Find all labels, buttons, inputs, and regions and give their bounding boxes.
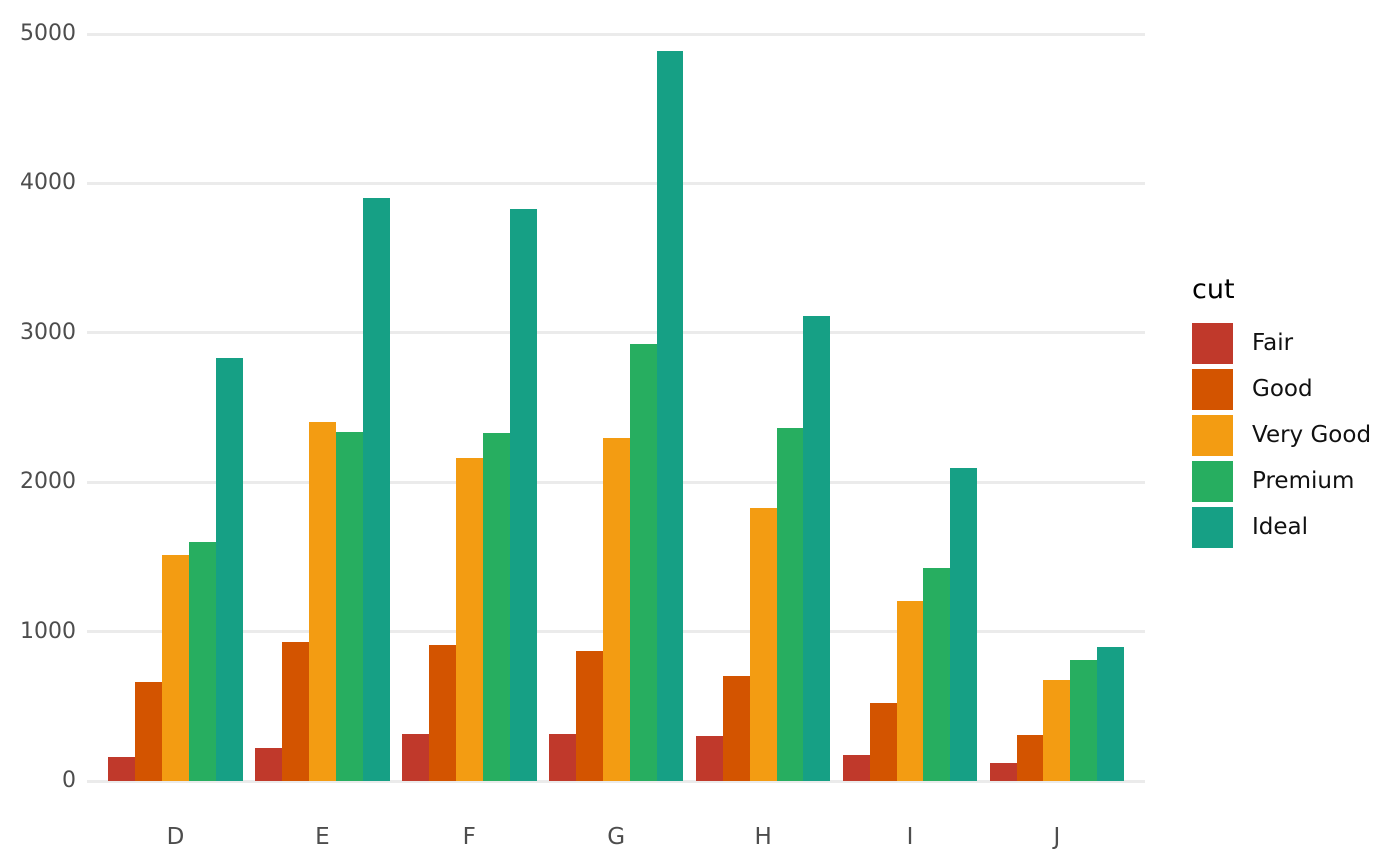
bar-I-premium	[923, 567, 951, 781]
y-tick-label-1000: 1000	[20, 618, 76, 644]
x-tick-label-I: I	[906, 824, 914, 850]
bar-H-ideal	[803, 315, 831, 781]
x-tick-label-J: J	[1053, 824, 1061, 850]
bar-D-fair	[108, 756, 136, 781]
y-tick-label-4000: 4000	[20, 170, 76, 196]
gridline-y-4000	[87, 181, 1145, 185]
legend-key-fair	[1192, 323, 1233, 364]
gridline-y-0	[87, 779, 1145, 783]
bar-G-very-good	[602, 437, 630, 781]
bar-G-ideal	[656, 51, 684, 781]
bar-G-premium	[629, 344, 657, 781]
y-tick-label-3000: 3000	[20, 319, 76, 345]
bar-F-good	[428, 645, 456, 781]
bar-J-very-good	[1043, 679, 1071, 781]
x-tick-label-F: F	[462, 824, 476, 850]
gridline-y-5000	[87, 32, 1145, 36]
bar-I-good	[869, 703, 897, 781]
bar-E-very-good	[308, 422, 336, 781]
bar-E-fair	[255, 747, 283, 781]
legend-key-very-good	[1192, 415, 1233, 456]
plot-panel	[87, 0, 1145, 866]
bar-I-very-good	[896, 601, 924, 781]
bar-D-ideal	[215, 357, 243, 781]
legend-label-ideal: Ideal	[1252, 514, 1309, 540]
bar-J-fair	[989, 763, 1017, 781]
y-tick-label-5000: 5000	[20, 21, 76, 46]
bar-D-premium	[188, 541, 216, 781]
bar-F-ideal	[509, 209, 537, 781]
legend-label-good: Good	[1252, 376, 1313, 402]
y-tick-label-0: 0	[62, 768, 76, 793]
bar-H-fair	[695, 735, 723, 781]
x-tick-label-D: D	[166, 824, 185, 850]
bar-H-good	[722, 676, 750, 781]
legend-key-good	[1192, 369, 1233, 410]
bar-F-very-good	[455, 457, 483, 781]
bar-G-fair	[548, 734, 576, 781]
y-tick-label-2000: 2000	[20, 469, 76, 495]
x-tick-label-E: E	[315, 824, 330, 850]
bar-E-ideal	[362, 197, 390, 781]
bar-D-very-good	[162, 554, 189, 781]
bar-J-good	[1016, 735, 1044, 781]
legend-label-fair: Fair	[1252, 330, 1294, 356]
x-tick-label-H: H	[754, 824, 772, 850]
bar-F-fair	[402, 734, 429, 781]
bar-G-good	[575, 650, 603, 781]
legend-key-premium	[1192, 461, 1233, 502]
bar-H-very-good	[749, 508, 777, 781]
bar-D-good	[135, 682, 163, 781]
legend-label-very-good: Very Good	[1252, 422, 1372, 448]
x-tick-label-G: G	[607, 824, 626, 850]
bar-J-ideal	[1097, 647, 1125, 781]
legend-title: cut	[1192, 274, 1235, 305]
bar-J-premium	[1070, 660, 1098, 781]
bar-F-premium	[482, 432, 510, 781]
gridline-y-3000	[87, 331, 1145, 335]
bar-E-good	[282, 641, 309, 781]
bar-H-premium	[776, 428, 804, 781]
bar-I-ideal	[950, 468, 978, 781]
bar-I-fair	[842, 754, 870, 781]
legend-label-premium: Premium	[1252, 468, 1355, 494]
legend-key-ideal	[1192, 507, 1233, 548]
bar-E-premium	[335, 431, 363, 781]
